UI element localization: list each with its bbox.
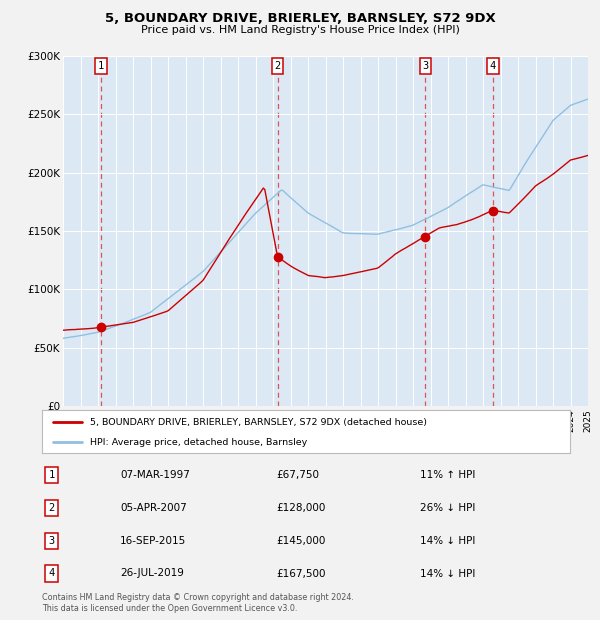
Text: Price paid vs. HM Land Registry's House Price Index (HPI): Price paid vs. HM Land Registry's House … bbox=[140, 25, 460, 35]
Text: 26-JUL-2019: 26-JUL-2019 bbox=[120, 569, 184, 578]
Text: 2: 2 bbox=[274, 61, 281, 71]
Text: 1: 1 bbox=[98, 61, 104, 71]
Text: 4: 4 bbox=[49, 569, 55, 578]
Text: Contains HM Land Registry data © Crown copyright and database right 2024.
This d: Contains HM Land Registry data © Crown c… bbox=[42, 593, 354, 613]
Text: 2: 2 bbox=[49, 503, 55, 513]
Text: 05-APR-2007: 05-APR-2007 bbox=[120, 503, 187, 513]
Text: 07-MAR-1997: 07-MAR-1997 bbox=[120, 470, 190, 480]
Text: £67,750: £67,750 bbox=[276, 470, 319, 480]
Text: 3: 3 bbox=[422, 61, 428, 71]
Text: 16-SEP-2015: 16-SEP-2015 bbox=[120, 536, 186, 546]
Text: £128,000: £128,000 bbox=[276, 503, 325, 513]
Text: HPI: Average price, detached house, Barnsley: HPI: Average price, detached house, Barn… bbox=[89, 438, 307, 446]
Text: 14% ↓ HPI: 14% ↓ HPI bbox=[420, 536, 475, 546]
Text: 5, BOUNDARY DRIVE, BRIERLEY, BARNSLEY, S72 9DX (detached house): 5, BOUNDARY DRIVE, BRIERLEY, BARNSLEY, S… bbox=[89, 418, 427, 427]
Text: 3: 3 bbox=[49, 536, 55, 546]
Text: 5, BOUNDARY DRIVE, BRIERLEY, BARNSLEY, S72 9DX: 5, BOUNDARY DRIVE, BRIERLEY, BARNSLEY, S… bbox=[104, 12, 496, 25]
Text: 1: 1 bbox=[49, 470, 55, 480]
Text: 4: 4 bbox=[490, 61, 496, 71]
Text: 14% ↓ HPI: 14% ↓ HPI bbox=[420, 569, 475, 578]
Text: £167,500: £167,500 bbox=[276, 569, 325, 578]
Text: £145,000: £145,000 bbox=[276, 536, 325, 546]
Text: 26% ↓ HPI: 26% ↓ HPI bbox=[420, 503, 475, 513]
Text: 11% ↑ HPI: 11% ↑ HPI bbox=[420, 470, 475, 480]
